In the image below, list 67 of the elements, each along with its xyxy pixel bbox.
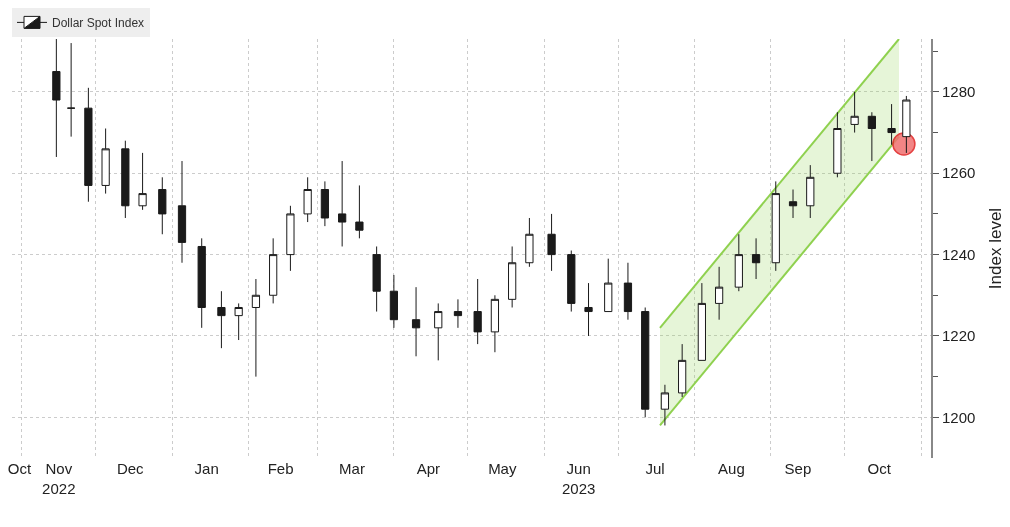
x-tick-label: Mar	[339, 460, 365, 477]
candlestick	[806, 164, 815, 219]
candlestick	[303, 176, 312, 223]
candlestick	[697, 282, 706, 361]
x-tick-label: Jun 2023	[561, 460, 596, 497]
x-tick-label: May	[488, 460, 517, 477]
candlestick	[389, 274, 399, 329]
candlestick	[355, 184, 364, 239]
candlestick	[372, 245, 381, 313]
candlestick	[567, 250, 576, 313]
candlestick	[338, 160, 347, 247]
x-tick-label: Jan	[194, 460, 219, 477]
candlestick	[453, 298, 463, 329]
candlestick	[525, 217, 534, 268]
candlestick	[52, 39, 61, 158]
candlestick	[490, 294, 500, 353]
candlestick	[508, 245, 517, 308]
y-tick-label: 1200	[942, 408, 976, 426]
x-tick-label: Oct	[7, 460, 32, 477]
candlestick	[197, 237, 206, 329]
x-tick-label: Nov 2022	[42, 460, 76, 497]
candlestick	[158, 176, 167, 235]
y-tick-label: 1220	[942, 327, 976, 345]
x-tick-label: Dec	[116, 460, 145, 477]
candlestick	[641, 306, 650, 418]
candlestick	[67, 42, 76, 138]
candlestick	[234, 302, 243, 341]
candlestick	[604, 258, 613, 313]
candlestick	[584, 282, 593, 337]
candlestick	[547, 213, 556, 272]
y-tick-label: 1280	[942, 83, 976, 101]
candlestick	[217, 290, 226, 349]
candlestick	[867, 111, 876, 162]
candlestick	[101, 128, 110, 195]
legend-label: Dollar Spot Index	[52, 16, 145, 31]
candlestick	[887, 103, 896, 146]
candlestick	[678, 343, 687, 398]
candlestick	[434, 302, 443, 361]
candlestick	[269, 237, 278, 304]
candlestick	[751, 237, 761, 280]
y-axis-title: Index level	[986, 207, 1006, 290]
candlestick	[411, 286, 421, 357]
y-tick-label: 1260	[942, 164, 976, 182]
x-tick-label: Apr	[416, 460, 441, 477]
candlestick	[902, 95, 911, 154]
candlestick	[473, 278, 482, 345]
candlestick	[714, 266, 724, 321]
candlestick	[286, 205, 295, 272]
candlestick	[623, 262, 633, 321]
x-tick-label: Aug	[718, 460, 745, 477]
x-tick-label: Feb	[267, 460, 294, 477]
candlestick	[251, 278, 261, 378]
x-tick-label: Sep	[784, 460, 812, 477]
candlestick	[771, 180, 780, 272]
candlestick	[660, 384, 670, 426]
candlestick	[734, 233, 743, 292]
candlestick	[833, 111, 842, 178]
candlestick	[177, 160, 187, 264]
candlestick	[138, 152, 147, 211]
y-tick-label: 1240	[942, 245, 976, 263]
candlestick	[320, 180, 330, 227]
candlestick	[121, 140, 130, 219]
x-tick-label: Oct	[867, 460, 892, 477]
candlestick	[84, 87, 93, 203]
candlestick	[850, 91, 859, 134]
x-tick-label: Jul	[645, 460, 665, 477]
candlestick	[788, 189, 798, 219]
